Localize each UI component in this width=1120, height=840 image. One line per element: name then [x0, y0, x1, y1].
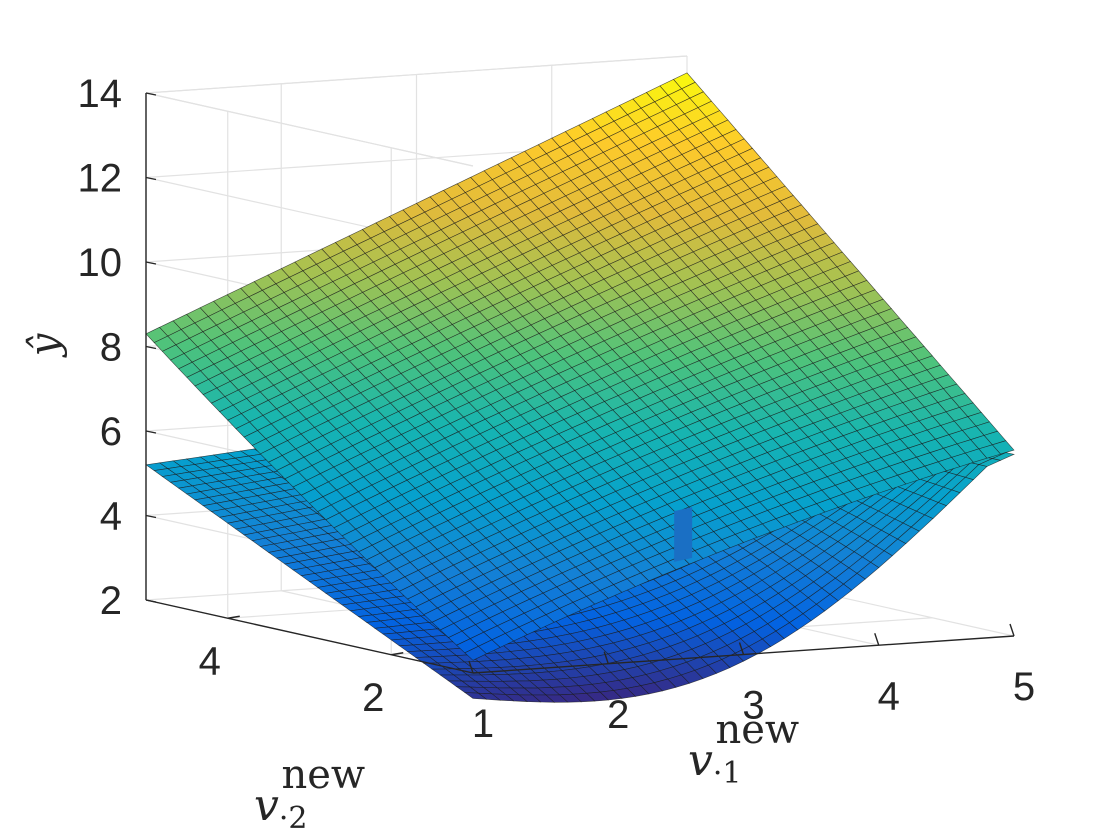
y-tick-label: 4 [199, 639, 221, 683]
z-tick-mark [145, 514, 157, 519]
y-axis-label-symbol: v [254, 780, 279, 831]
z-tick-label: 6 [100, 410, 122, 454]
x-tick-mark [603, 651, 609, 664]
z-tick-label: 14 [78, 72, 123, 116]
x-tick-label: 4 [878, 674, 900, 718]
z-tick-mark [145, 176, 157, 181]
z-axis-label: ŷ [22, 332, 68, 358]
bowl-patch [463, 692, 488, 700]
x-tick-mark [1009, 623, 1015, 637]
y-axis-label-subscript: ·2 [279, 801, 308, 836]
z-tick-mark [145, 261, 157, 265]
y-tick-label: 2 [362, 676, 384, 720]
z-tick-mark [145, 345, 157, 350]
y-axis-line [145, 599, 474, 674]
z-tick-label: 2 [100, 579, 122, 623]
z-tick-label: 12 [78, 157, 123, 201]
z-tick-label: 8 [100, 326, 122, 370]
z-tick-label: 4 [100, 495, 122, 539]
x-tick-mark [874, 633, 880, 646]
y-tick-mark [391, 652, 404, 656]
x-tick-mark [468, 660, 474, 674]
z-tick-mark [145, 430, 157, 434]
top-back-edge [145, 55, 688, 94]
axes-lines [145, 92, 1015, 674]
y-axis-label-superscript: new [281, 752, 365, 798]
saddle-patch [464, 645, 488, 661]
x-tick-label: 1 [472, 702, 494, 746]
y-tick-mark [227, 615, 240, 619]
z-tick-mark [145, 92, 157, 96]
y-axis-label: v·2new [254, 752, 365, 836]
x-tick-label: 5 [1013, 665, 1035, 709]
z-tick-mark [145, 599, 157, 603]
x-tick-mark [738, 642, 745, 655]
x-axis-label-subscript: ·1 [713, 756, 742, 791]
surface-plot [145, 72, 1015, 703]
z-tick-label: 10 [78, 241, 123, 285]
x-tick-label: 3 [742, 684, 764, 728]
x-axis-label-superscript: new [715, 707, 799, 753]
x-axis-label-symbol: v [688, 735, 713, 786]
x-tick-label: 2 [607, 693, 629, 737]
marker-bar [674, 507, 693, 562]
x-axis-label: v·1new [688, 707, 799, 791]
top-left-edge [145, 92, 474, 167]
